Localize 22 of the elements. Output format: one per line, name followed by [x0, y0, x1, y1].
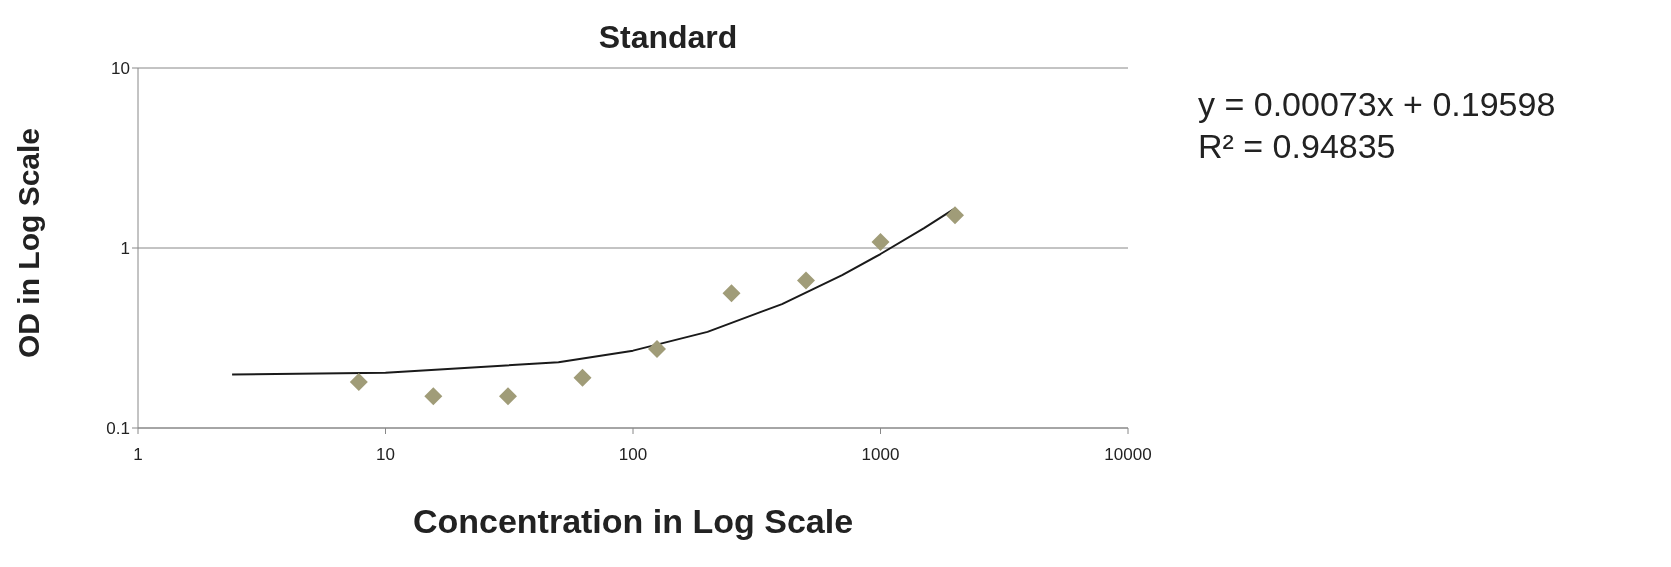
point	[573, 368, 592, 387]
point	[797, 271, 815, 290]
x-tick-label: 1	[133, 445, 143, 465]
x-tick-label: 100	[618, 445, 648, 465]
y-axis-title: OD in Log Scale	[11, 127, 45, 358]
point	[647, 339, 666, 358]
text: R² = 0.94835	[1198, 126, 1397, 167]
point	[498, 387, 517, 406]
x-axis-title: Concentration in Log Scale	[412, 502, 854, 540]
x-tick-label: 10	[376, 445, 395, 465]
chart-title: Standard	[598, 19, 738, 55]
y-tick-label: 1	[120, 239, 130, 259]
point	[349, 373, 368, 392]
x-tick-label: 1000	[861, 445, 900, 465]
point	[946, 206, 964, 225]
text: y = 0.00073x + 0.19598	[1198, 84, 1556, 125]
x-tick-label: 10000	[1104, 445, 1152, 465]
point	[871, 232, 890, 251]
point	[424, 387, 443, 406]
y-tick-label: 0.1	[106, 419, 130, 439]
point	[722, 284, 741, 303]
y-tick-label: 10	[111, 59, 130, 79]
